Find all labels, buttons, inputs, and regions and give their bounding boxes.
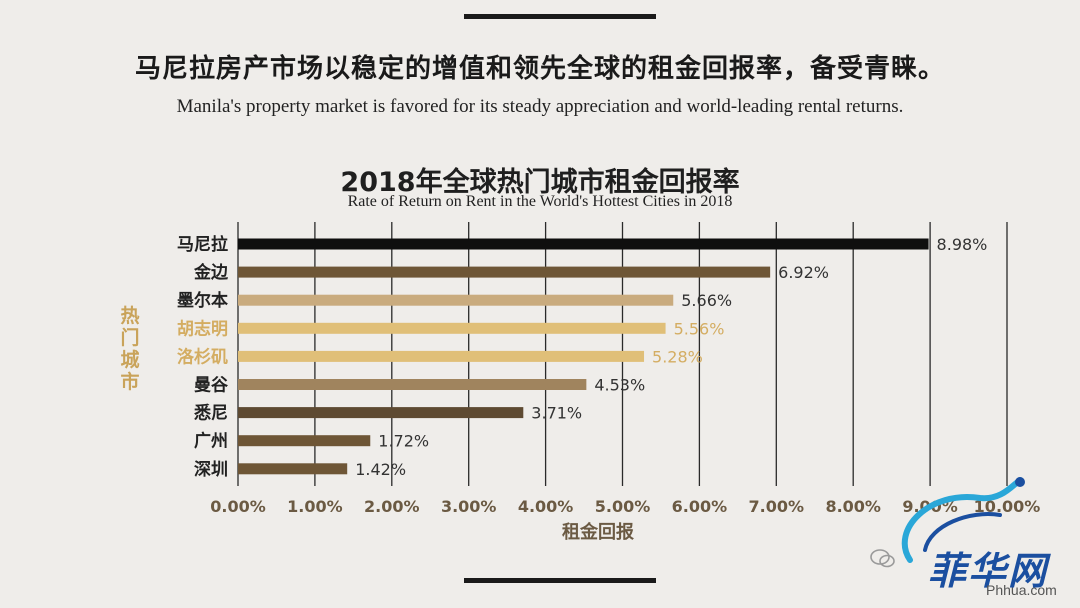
x-tick-label: 0.00%	[210, 497, 266, 516]
bar	[238, 379, 587, 390]
x-tick-label: 3.00%	[441, 497, 497, 516]
watermark-site: Phhua.com	[986, 582, 1057, 598]
category-label: 悉尼	[193, 404, 228, 424]
x-tick-label: 4.00%	[518, 497, 574, 516]
value-label: 6.92%	[778, 263, 829, 282]
category-label: 胡志明	[177, 318, 228, 339]
x-tick-label: 7.00%	[749, 497, 805, 516]
category-label: 广州	[194, 431, 228, 452]
headline-english: Manila's property market is favored for …	[176, 96, 904, 117]
x-tick-label: 6.00%	[672, 497, 728, 516]
bottom-divider	[464, 578, 656, 583]
bar	[238, 266, 771, 278]
bar	[238, 322, 666, 334]
top-divider	[464, 14, 656, 19]
value-label: 1.42%	[355, 460, 406, 479]
dragon-logo-icon	[901, 477, 1025, 563]
headline-chinese: 马尼拉房产市场以稳定的增值和领先全球的租金回报率，备受青睐。	[134, 54, 945, 84]
category-label: 金边	[193, 262, 229, 283]
value-label: 5.66%	[681, 291, 732, 310]
bar	[238, 463, 348, 475]
value-label: 3.71%	[531, 404, 582, 423]
value-label: 5.56%	[674, 319, 725, 338]
bar	[238, 350, 645, 362]
x-tick-label: 10.00%	[974, 497, 1041, 516]
value-label: 8.98%	[937, 235, 988, 254]
chart-subtitle: Rate of Return on Rent in the World's Ho…	[347, 193, 733, 210]
site-watermark: 菲华网 Phhua.com	[870, 470, 1080, 608]
watermark-brand: 菲华网	[928, 549, 1049, 593]
x-tick-label: 8.00%	[825, 497, 881, 516]
y-axis-label: 热门城市	[120, 304, 139, 393]
category-label: 墨尔本	[177, 290, 228, 311]
value-label: 1.72%	[378, 432, 429, 451]
category-label: 洛杉矶	[177, 346, 228, 367]
x-tick-label: 2.00%	[364, 497, 420, 516]
value-label: 4.53%	[594, 376, 645, 395]
wechat-icon	[870, 549, 895, 568]
x-tick-label: 5.00%	[595, 497, 651, 516]
value-label: 5.28%	[652, 347, 703, 366]
x-axis-label: 租金回报	[562, 521, 634, 543]
bar	[238, 238, 929, 250]
category-label: 深圳	[194, 459, 228, 480]
chart-title: 2018年全球热门城市租金回报率	[340, 167, 740, 198]
bar	[238, 435, 371, 447]
category-label: 马尼拉	[177, 234, 228, 255]
category-label: 曼谷	[194, 376, 229, 396]
bar	[238, 294, 674, 306]
x-tick-label: 1.00%	[287, 497, 343, 516]
bar	[238, 407, 524, 419]
